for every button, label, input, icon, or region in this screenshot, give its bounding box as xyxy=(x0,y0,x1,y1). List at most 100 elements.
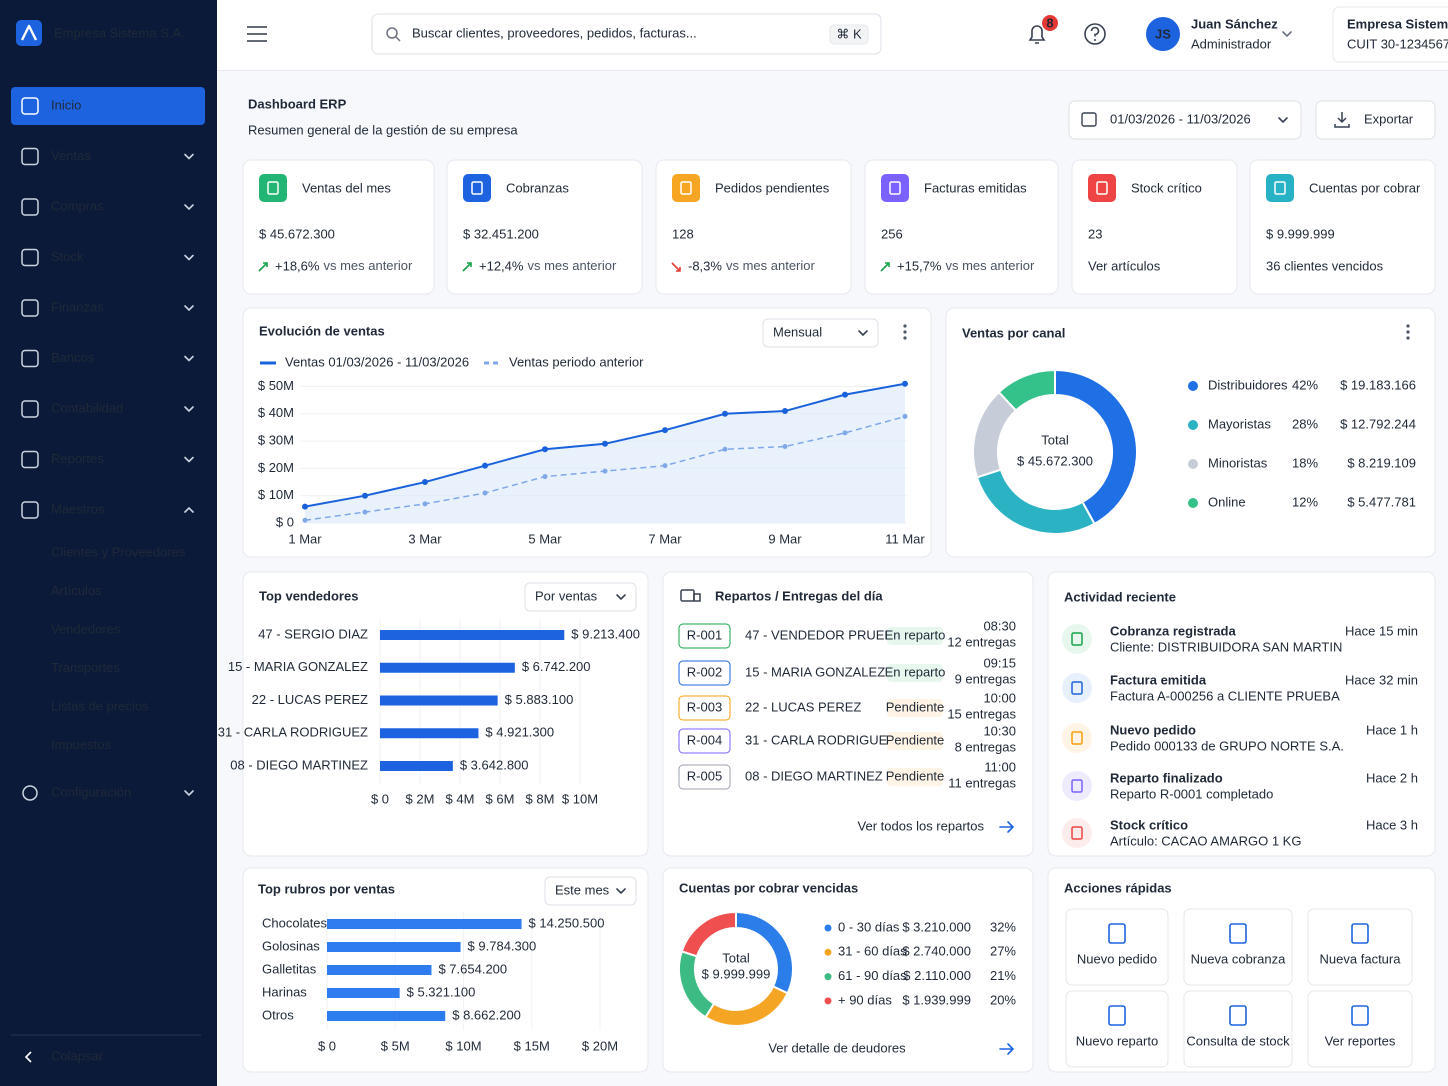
activity-icon xyxy=(1062,818,1092,848)
action-button[interactable] xyxy=(1065,990,1169,1068)
menu-item[interactable]: Bancos xyxy=(51,350,95,365)
kpi-icon-glyph xyxy=(471,181,483,195)
menu-item[interactable]: Stock xyxy=(51,249,84,264)
config-icon xyxy=(22,785,38,801)
x-tick-label: $ 4M xyxy=(446,791,475,806)
action-button[interactable] xyxy=(1307,990,1413,1068)
bar xyxy=(380,695,498,706)
dropdown[interactable] xyxy=(524,582,637,612)
kpi-link[interactable]: Ver artículos xyxy=(1088,258,1161,273)
donut-total-label: Total xyxy=(722,950,750,965)
page-title: Dashboard ERP xyxy=(248,96,347,111)
search-box[interactable] xyxy=(371,13,882,55)
legend-amount: $ 12.792.244 xyxy=(1340,416,1416,431)
kpi-icon-glyph xyxy=(1274,181,1286,195)
bar xyxy=(380,761,453,771)
legend-amount: $ 19.183.166 xyxy=(1340,377,1416,392)
value-label: $ 5.321.100 xyxy=(407,984,476,999)
action-button[interactable] xyxy=(1307,908,1413,986)
legend-percent: 27% xyxy=(990,944,1016,959)
download-icon xyxy=(1334,112,1350,128)
data-point xyxy=(662,427,668,434)
arrow-icon xyxy=(999,821,1015,833)
submenu-item[interactable]: Transportes xyxy=(51,660,120,675)
help-icon[interactable] xyxy=(1084,23,1106,45)
menu-item[interactable]: Contabilidad xyxy=(51,400,123,415)
delivery-status: En reparto xyxy=(885,627,946,642)
menu-item[interactable]: Ventas xyxy=(51,148,91,163)
link[interactable]: Ver todos los repartos xyxy=(858,818,985,833)
card xyxy=(242,159,435,295)
action-button[interactable] xyxy=(1183,990,1293,1068)
card-title: Top vendedores xyxy=(259,588,358,603)
menu-item[interactable]: Maestros xyxy=(51,501,105,516)
delivery-code[interactable]: R-004 xyxy=(687,732,722,747)
data-point xyxy=(602,468,608,474)
submenu-item[interactable]: Vendedores xyxy=(51,621,121,636)
submenu-item[interactable]: Listas de precios xyxy=(51,698,149,713)
company-box[interactable] xyxy=(1332,6,1448,63)
kpi-icon xyxy=(463,174,491,202)
card xyxy=(446,159,643,295)
notification-badge xyxy=(1042,15,1058,31)
export-button[interactable] xyxy=(1315,100,1436,140)
delivery-count: 11 entregas xyxy=(948,775,1016,790)
x-tick-label: $ 6M xyxy=(486,791,515,806)
chevron xyxy=(184,456,194,463)
delivery-code[interactable]: R-002 xyxy=(687,664,722,679)
card-title: Repartos / Entregas del día xyxy=(715,588,883,603)
action-label: Nueva cobranza xyxy=(1191,951,1286,966)
activity-detail: Reparto R-0001 completado xyxy=(1110,786,1273,801)
card-title: Actividad reciente xyxy=(1064,589,1176,604)
kpi-icon xyxy=(1088,174,1116,202)
donut-segment xyxy=(997,368,1056,412)
data-point xyxy=(602,440,608,447)
status-pill xyxy=(887,732,943,750)
logo-mark xyxy=(20,24,38,41)
dropdown[interactable] xyxy=(762,318,879,348)
category-label: 08 - DIEGO MARTINEZ xyxy=(230,757,368,772)
activity-title: Factura emitida xyxy=(1110,672,1207,687)
date-picker[interactable] xyxy=(1068,100,1302,140)
x-tick-label: $ 10M xyxy=(445,1038,481,1053)
avatar[interactable] xyxy=(1146,17,1180,51)
link[interactable]: Ver detalle de deudores xyxy=(768,1040,906,1055)
y-tick-label: $ 50M xyxy=(258,378,294,393)
legend-amount: $ 1.939.999 xyxy=(902,992,971,1007)
action-icon xyxy=(1108,923,1126,944)
menu-item[interactable]: Inicio xyxy=(51,97,81,112)
card xyxy=(655,159,852,295)
legend-dot xyxy=(1188,381,1198,391)
action-button[interactable] xyxy=(1183,908,1293,986)
submenu-item[interactable]: Impuestos xyxy=(51,737,111,752)
menu-item[interactable]: Finanzas xyxy=(51,299,104,314)
bar xyxy=(380,662,515,673)
action-button[interactable] xyxy=(1065,908,1169,986)
collapse-button[interactable]: Colapsar xyxy=(51,1048,104,1063)
activity-title: Stock crítico xyxy=(1110,817,1188,832)
category-label: Galletitas xyxy=(262,961,317,976)
sidebar xyxy=(0,0,217,1086)
legend-label: Online xyxy=(1208,494,1246,509)
dropdown[interactable] xyxy=(544,876,637,906)
delivery-code[interactable]: R-003 xyxy=(687,699,722,714)
value-label: $ 8.662.200 xyxy=(452,1007,521,1022)
action-icon xyxy=(1351,923,1369,944)
chevron xyxy=(184,153,194,160)
legend-percent: 12% xyxy=(1292,494,1318,509)
category-label: Chocolates xyxy=(262,915,328,930)
menu-item[interactable]: Configuración xyxy=(51,784,131,799)
kpi-icon-glyph xyxy=(680,181,692,195)
bell-icon[interactable] xyxy=(1028,25,1046,44)
submenu-item[interactable]: Artículos xyxy=(51,583,102,598)
menu-item[interactable]: Reportes xyxy=(51,451,104,466)
kpi-link[interactable]: 36 clientes vencidos xyxy=(1266,258,1384,273)
donut-total: $ 45.672.300 xyxy=(1017,453,1093,468)
data-point xyxy=(782,408,788,415)
delivery-code[interactable]: R-005 xyxy=(687,768,722,783)
menu-item[interactable]: Compras xyxy=(51,198,104,213)
submenu-item[interactable]: Clientes y Proveedores xyxy=(51,544,186,559)
delivery-code[interactable]: R-001 xyxy=(687,627,722,642)
dropdown-label: Este mes xyxy=(555,882,610,897)
legend-label: Ventas periodo anterior xyxy=(509,354,644,369)
